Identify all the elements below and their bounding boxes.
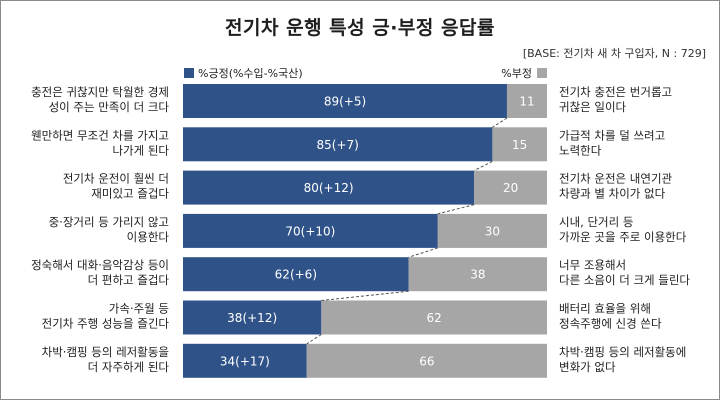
positive-statement-line: 전기차 주행 성능을 즐긴다 bbox=[42, 317, 170, 331]
data-label-positive: 34(+17) bbox=[220, 354, 270, 368]
split-connector-line bbox=[306, 334, 322, 345]
positive-statement: 충전은 귀찮지만 탁월한 경제 성이 주는 만족이 더 크다 bbox=[31, 85, 169, 114]
negative-statement: 전기차 운전은 내연기관 차량과 별 차이가 없다 bbox=[559, 172, 673, 201]
data-label-positive: 70(+10) bbox=[285, 224, 335, 238]
split-connector-line bbox=[321, 290, 409, 301]
bar-negative bbox=[474, 170, 547, 205]
positive-statement: 정숙해서 대화·음악감상 등이 더 편하고 즐겁다 bbox=[31, 258, 169, 287]
positive-statement-line: 중·장거리 등 가리지 않고 bbox=[49, 215, 169, 229]
data-label-negative: 20 bbox=[503, 181, 518, 195]
data-label-positive: 80(+12) bbox=[304, 181, 354, 195]
negative-statement-line: 정속주행에 신경 쓴다 bbox=[559, 317, 662, 331]
negative-statement-line: 전기차 충전은 번거롭고 bbox=[559, 85, 672, 99]
positive-statement-line: 나가게 된다 bbox=[112, 143, 169, 157]
positive-statement-line: 차박·캠핑 등의 레저활동을 bbox=[42, 345, 169, 359]
legend-swatch-positive bbox=[184, 68, 194, 78]
split-connector-line bbox=[408, 247, 438, 258]
positive-statement-line: 재미있고 즐겁다 bbox=[91, 187, 169, 201]
positive-statement-line: 더 편하고 즐겁다 bbox=[88, 273, 170, 287]
bar-positive bbox=[183, 343, 307, 378]
data-label-negative: 62 bbox=[427, 311, 442, 325]
data-label-positive: 38(+12) bbox=[227, 311, 277, 325]
positive-statement: 차박·캠핑 등의 레저활동을 더 자주하게 된다 bbox=[42, 345, 170, 374]
data-label-negative: 15 bbox=[512, 138, 527, 152]
negative-statement: 가급적 차를 덜 쓰려고 노력한다 bbox=[559, 128, 665, 157]
bar-positive bbox=[183, 170, 475, 205]
bar-positive bbox=[183, 84, 507, 118]
negative-statement: 너무 조용해서 다른 소음이 더 크게 들린다 bbox=[559, 258, 690, 287]
positive-statement-line: 전기차 운전이 훨씬 더 bbox=[63, 172, 169, 186]
bar-negative bbox=[437, 213, 547, 248]
positive-statement: 중·장거리 등 가리지 않고 이용한다 bbox=[49, 215, 170, 244]
split-connector-line bbox=[473, 160, 493, 172]
legend-swatch-negative bbox=[537, 68, 547, 78]
legend-label-negative: %부정 bbox=[501, 67, 532, 80]
data-label-negative: 38 bbox=[470, 268, 485, 282]
positive-statement-line: 정숙해서 대화·음악감상 등이 bbox=[31, 258, 169, 272]
base-note: [BASE: 전기차 새 차 구입자, N : 729] bbox=[522, 47, 706, 60]
bar-negative bbox=[306, 343, 547, 378]
negative-statement-line: 노력한다 bbox=[559, 143, 602, 157]
negative-statement: 차박·캠핑 등의 레저활동에 변화가 없다 bbox=[559, 345, 686, 374]
positive-statement-line: 가속·주월 등 bbox=[109, 302, 169, 316]
data-label-negative: 66 bbox=[419, 354, 434, 368]
negative-statement-line: 귀찮은 일이다 bbox=[559, 100, 627, 114]
negative-statement-line: 다른 소음이 더 크게 들린다 bbox=[559, 273, 690, 287]
bar-positive bbox=[183, 127, 493, 162]
positive-statement: 웬만하면 무조건 차를 가지고 나가게 된다 bbox=[31, 128, 169, 157]
negative-statement: 전기차 충전은 번거롭고 귀찮은 일이다 bbox=[559, 85, 672, 114]
positive-statement-line: 이용한다 bbox=[127, 230, 170, 244]
negative-statement: 시내, 단거리 등 가까운 곳을 주로 이용한다 bbox=[559, 215, 687, 244]
positive-statement-line: 충전은 귀찮지만 탁월한 경제 bbox=[31, 85, 169, 99]
bar-negative bbox=[321, 300, 547, 335]
split-connector-line bbox=[437, 204, 475, 215]
positive-statement: 가속·주월 등 전기차 주행 성능을 즐긴다 bbox=[42, 302, 170, 331]
split-connector-line bbox=[492, 117, 508, 128]
positive-statement-line: 성이 주는 만족이 더 크다 bbox=[49, 100, 170, 114]
chart-title: 전기차 운행 특성 긍·부정 응답률 bbox=[225, 17, 495, 39]
negative-statement-line: 너무 조용해서 bbox=[559, 258, 626, 272]
data-label-positive: 62(+6) bbox=[275, 268, 317, 282]
negative-statement-line: 가까운 곳을 주로 이용한다 bbox=[559, 230, 687, 244]
negative-statement: 배터리 효율을 위해 정속주행에 신경 쓴다 bbox=[559, 302, 662, 331]
negative-statement-line: 전기차 운전은 내연기관 bbox=[559, 172, 673, 186]
bar-negative bbox=[408, 257, 547, 292]
negative-statement-line: 시내, 단거리 등 bbox=[559, 215, 633, 229]
legend-label-positive: %긍정(%수입-%국산) bbox=[198, 67, 303, 80]
negative-statement-line: 차박·캠핑 등의 레저활동에 bbox=[559, 345, 686, 359]
bar-negative bbox=[506, 84, 547, 118]
positive-statement: 전기차 운전이 훨씬 더 재미있고 즐겁다 bbox=[63, 172, 170, 201]
data-label-positive: 85(+7) bbox=[317, 138, 359, 152]
negative-statement-line: 가급적 차를 덜 쓰려고 bbox=[559, 128, 665, 142]
data-label-negative: 11 bbox=[519, 95, 534, 109]
data-label-negative: 30 bbox=[485, 224, 500, 238]
bar-positive bbox=[183, 257, 409, 292]
bar-negative bbox=[492, 127, 547, 162]
negative-statement-line: 배터리 효율을 위해 bbox=[559, 302, 651, 316]
bar-positive bbox=[183, 300, 322, 335]
negative-statement-line: 차량과 별 차이가 없다 bbox=[559, 187, 666, 201]
negative-statement-line: 변화가 없다 bbox=[559, 360, 616, 374]
bar-positive bbox=[183, 213, 438, 248]
positive-statement-line: 웬만하면 무조건 차를 가지고 bbox=[31, 128, 169, 142]
data-label-positive: 89(+5) bbox=[324, 95, 366, 109]
positive-statement-line: 더 자주하게 된다 bbox=[88, 360, 170, 374]
